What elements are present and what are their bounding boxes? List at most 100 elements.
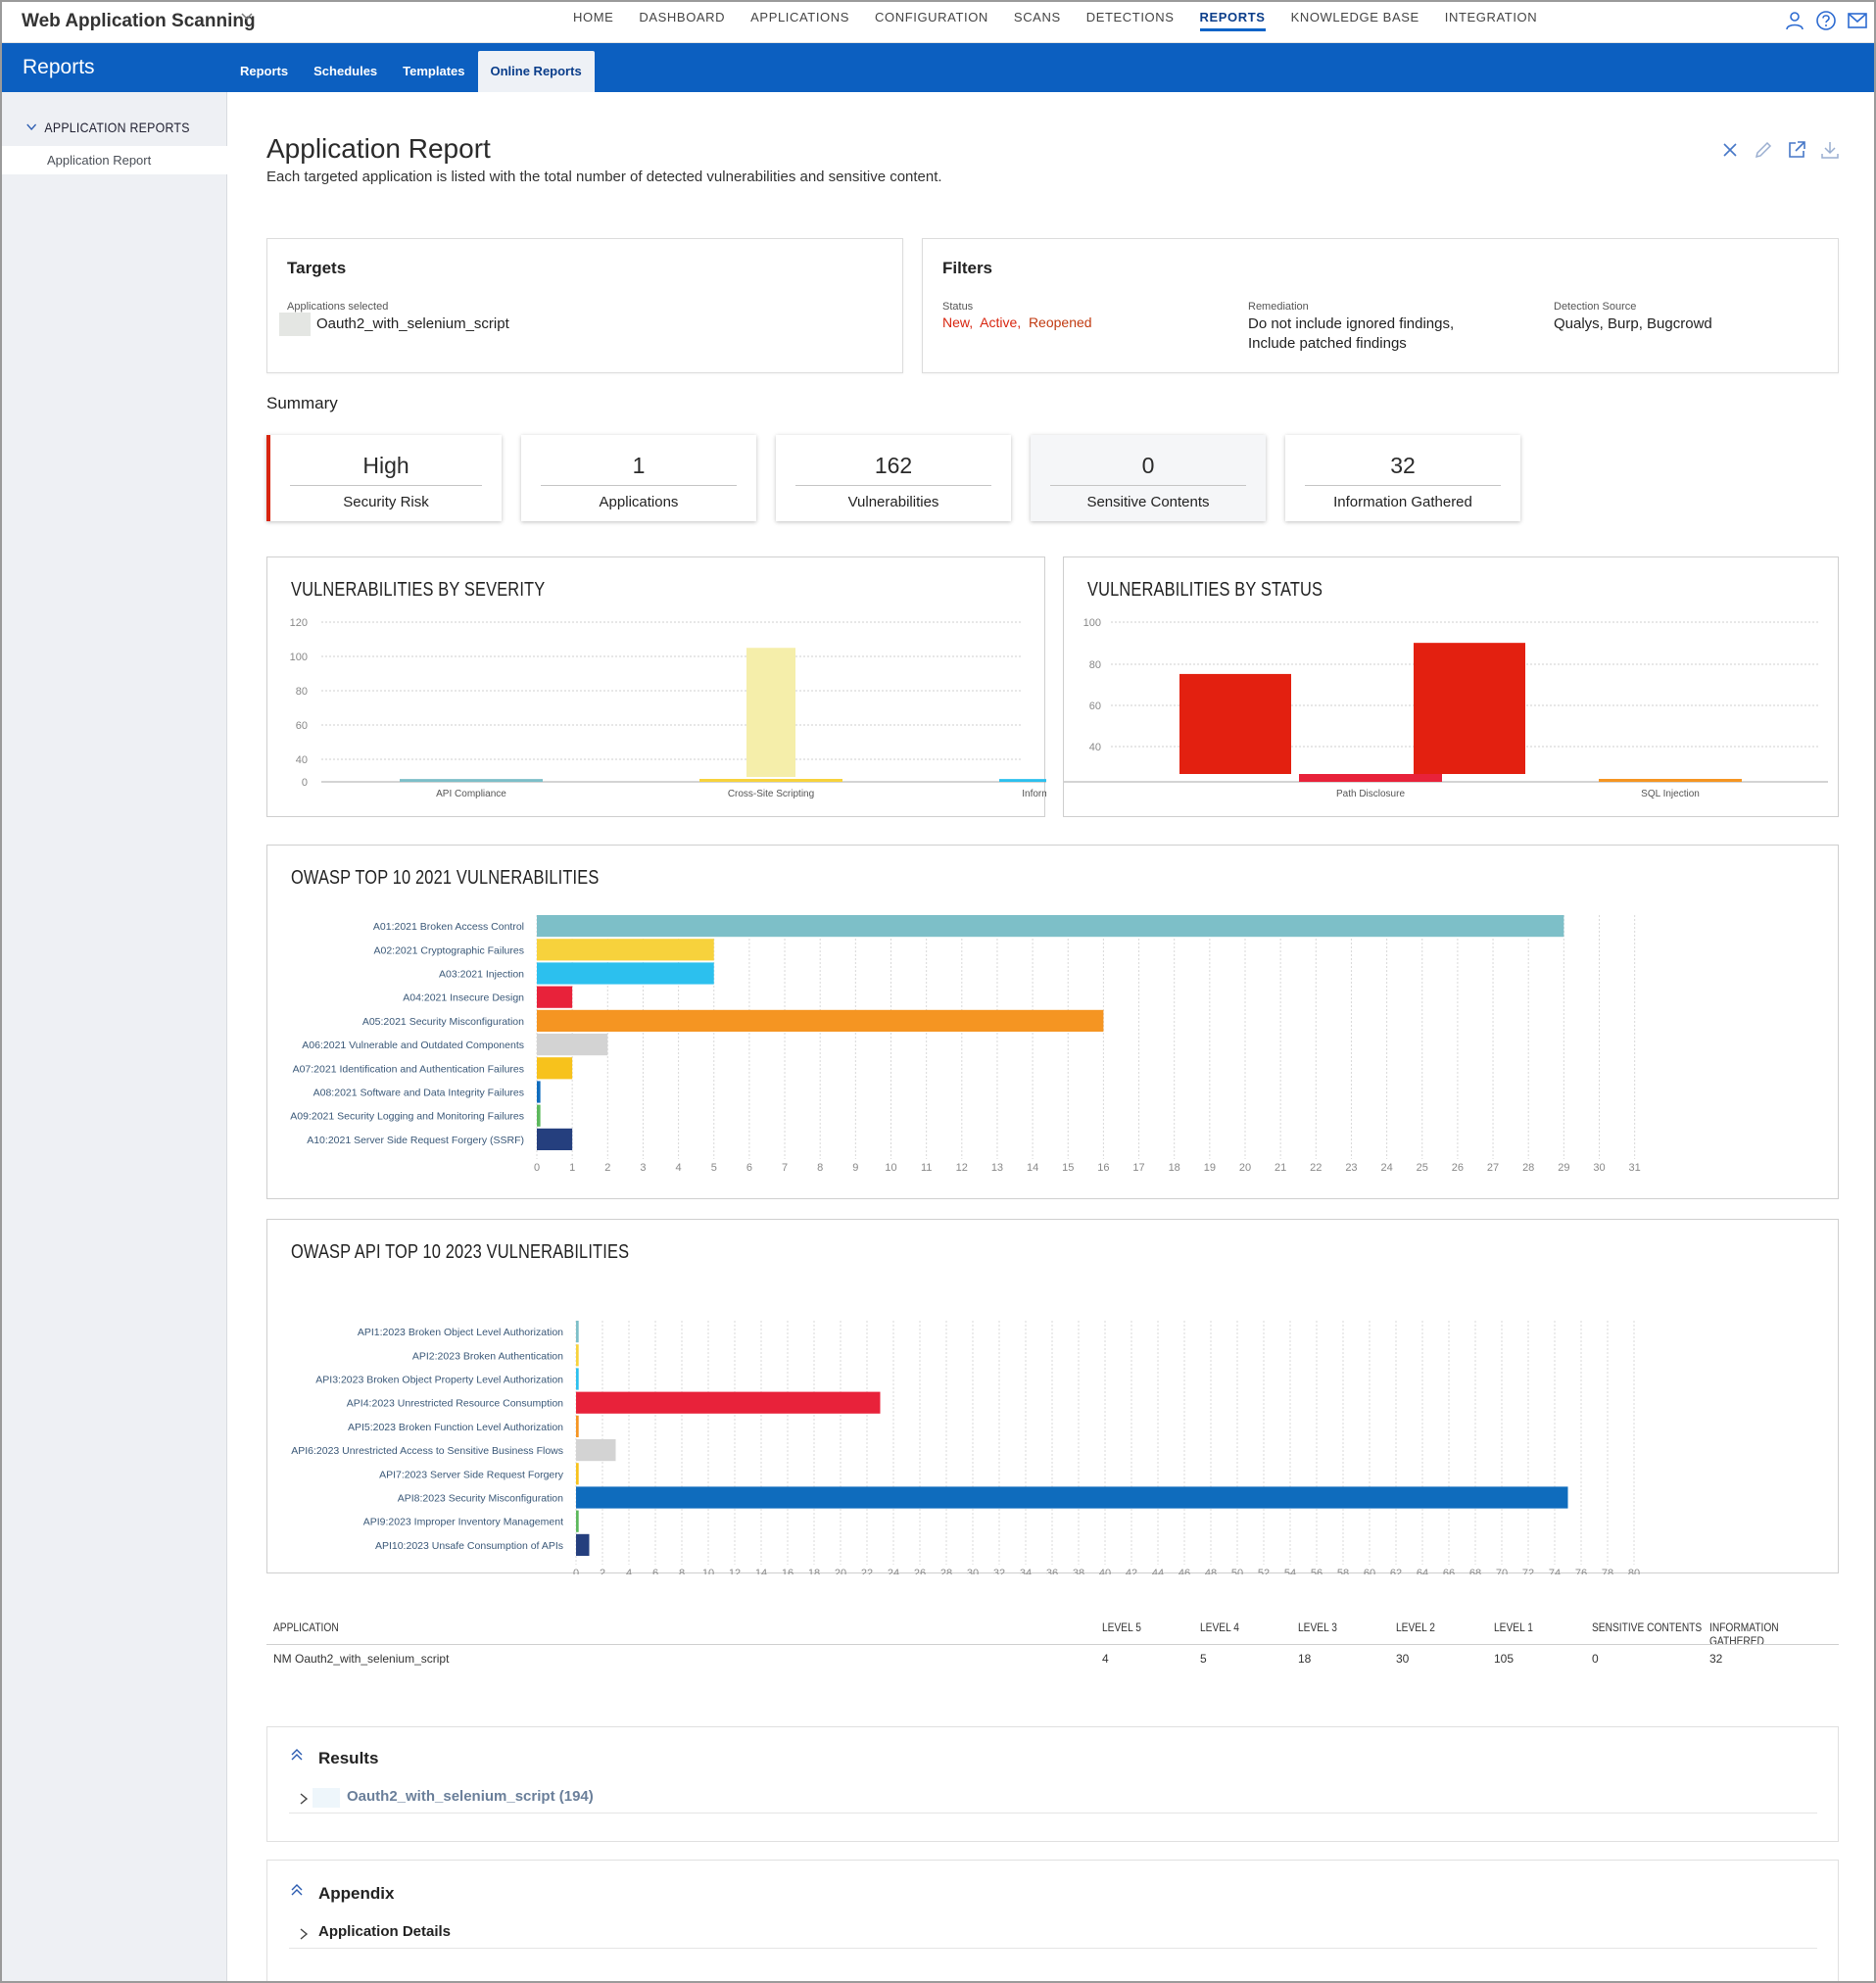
x-tick-label: 31 [1629, 1162, 1641, 1174]
x-tick-label: 26 [914, 1568, 926, 1574]
appendix-title[interactable]: Appendix [318, 1884, 395, 1903]
page-title: Application Report [266, 133, 491, 164]
chevron-right-icon[interactable] [297, 1927, 311, 1941]
x-tick-label: 26 [1452, 1162, 1464, 1174]
x-tick-label: 80 [1628, 1568, 1640, 1574]
y-tick-label: A01:2021 Broken Access Control [373, 921, 524, 933]
sidebar-group-application-reports[interactable]: APPLICATION REPORTS [25, 120, 190, 135]
open-external-icon[interactable] [1786, 139, 1807, 161]
x-tick-label: 11 [921, 1162, 932, 1174]
nav-applications[interactable]: APPLICATIONS [750, 10, 850, 24]
col-level-4: LEVEL 4 [1200, 1620, 1239, 1634]
y-tick-label: API9:2023 Improper Inventory Management [363, 1517, 563, 1528]
section-bar: Reports Reports Schedules Templates Onli… [2, 43, 1874, 92]
severity-chart: 0 40 60 80 100 120 API Compliance Cross-Site Sc… [290, 617, 1046, 799]
nav-detections[interactable]: DETECTIONS [1085, 10, 1175, 24]
result-app-name[interactable]: Oauth2_with_selenium_script (194) [347, 1788, 594, 1805]
tab-online-reports[interactable]: Online Reports [477, 51, 595, 92]
nav-reports[interactable]: REPORTS [1187, 2, 1278, 43]
header-icons [1784, 10, 1868, 31]
bar-api5-2023-broken-function-level-authorization [576, 1415, 579, 1437]
x-tick-label: 2 [600, 1568, 605, 1574]
nav-home[interactable]: HOME [573, 10, 614, 24]
report-actions [1719, 139, 1841, 161]
results-title[interactable]: Results [318, 1749, 379, 1767]
information-gathered-label: Information Gathered [1333, 494, 1472, 510]
cell-level-2: 30 [1396, 1652, 1410, 1666]
x-tick-label: 6 [746, 1162, 752, 1174]
x-tick-label: 34 [1020, 1568, 1032, 1574]
tab-templates[interactable]: Templates [403, 64, 465, 78]
stat-sensitive-contents: 0 Sensitive Contents [1031, 435, 1266, 521]
summary-label: Summary [266, 394, 338, 412]
y-tick-label: API8:2023 Security Misconfiguration [398, 1493, 563, 1505]
chevron-up-icon[interactable] [289, 1882, 305, 1902]
user-icon[interactable] [1784, 10, 1805, 31]
results-row[interactable]: Oauth2_with_selenium_script (194) [289, 1778, 1817, 1814]
status-chart-card: VULNERABILITIES BY STATUS 40 60 80 100 Path … [1063, 556, 1839, 817]
nav-knowledge-base[interactable]: KNOWLEDGE BASE [1290, 10, 1419, 24]
y-tick-label: 80 [1089, 659, 1101, 671]
help-icon[interactable] [1815, 10, 1837, 31]
bar-a08-2021-software-and-data-integrity-failures [537, 1081, 541, 1103]
x-tick-label: 38 [1073, 1568, 1084, 1574]
col-level-2: LEVEL 2 [1396, 1620, 1435, 1634]
nav-configuration[interactable]: CONFIGURATION [875, 10, 988, 24]
x-tick-label: 52 [1258, 1568, 1270, 1574]
nav-scans[interactable]: SCANS [1013, 10, 1061, 24]
severity-chart-title: VULNERABILITIES BY SEVERITY [291, 579, 546, 601]
severity-chart-card: VULNERABILITIES BY SEVERITY 0 40 60 80 100 12… [266, 556, 1046, 817]
x-tick-label: 50 [1231, 1568, 1243, 1574]
bar-api9-2023-improper-inventory-management [576, 1510, 579, 1532]
stat-applications: 1 Applications [521, 435, 756, 521]
main-nav: HOME DASHBOARD APPLICATIONS CONFIGURATIO… [560, 2, 1550, 43]
y-tick-label: 40 [296, 754, 308, 766]
bar-a09-2021-security-logging-and-monitoring-failures [537, 1104, 541, 1127]
x-tick-label: 25 [1417, 1162, 1428, 1174]
x-tick-label: 72 [1522, 1568, 1534, 1574]
col-level-3: LEVEL 3 [1298, 1620, 1337, 1634]
tab-schedules[interactable]: Schedules [313, 64, 378, 78]
x-tick-label: 8 [817, 1162, 823, 1174]
main-content: Application Report Each targeted applica… [227, 92, 1874, 1981]
y-tick-label: A06:2021 Vulnerable and Outdated Compone… [302, 1040, 524, 1051]
download-icon[interactable] [1819, 139, 1841, 161]
x-tick-label: 9 [852, 1162, 858, 1174]
vulnerabilities-value: 162 [795, 453, 991, 486]
tab-reports[interactable]: Reports [240, 64, 289, 78]
appendix-row[interactable]: Application Details [289, 1913, 1817, 1949]
app-title[interactable]: Web Application Scanning [22, 11, 256, 31]
sensitive-contents-label: Sensitive Contents [1086, 494, 1210, 510]
cell-application[interactable]: NM Oauth2_with_selenium_script [273, 1652, 450, 1666]
edit-icon[interactable] [1753, 139, 1774, 161]
x-tick-label: 29 [1558, 1162, 1569, 1174]
chevron-up-icon[interactable] [289, 1747, 305, 1766]
bar-a06-2021-vulnerable-and-outdated-components [537, 1034, 608, 1056]
nav-dashboard[interactable]: DASHBOARD [639, 10, 726, 24]
app-thumbnail [279, 313, 311, 336]
x-tick-label: 30 [967, 1568, 979, 1574]
bar-api-compliance [400, 779, 543, 782]
close-icon[interactable] [1719, 139, 1741, 161]
x-tick-label: 28 [1522, 1162, 1534, 1174]
applications-label: Applications [599, 494, 679, 510]
security-risk-value: High [290, 453, 482, 486]
x-tick-label: 76 [1575, 1568, 1587, 1574]
cell-level-5: 4 [1102, 1652, 1109, 1666]
y-tick-label: A09:2021 Security Logging and Monitoring… [290, 1111, 524, 1123]
sidebar-item-application-report[interactable]: Application Report [2, 146, 227, 174]
x-tick-label: Information Disclosure [1022, 789, 1046, 799]
status-active: Active, [980, 314, 1022, 330]
x-tick-label: 28 [940, 1568, 952, 1574]
appendix-item[interactable]: Application Details [318, 1923, 452, 1940]
x-tick-label: Cross-Site Scripting [728, 789, 814, 799]
nav-integration[interactable]: INTEGRATION [1444, 10, 1538, 24]
page-description: Each targeted application is listed with… [266, 169, 942, 185]
chevron-right-icon[interactable] [297, 1792, 311, 1806]
x-tick-label: 10 [702, 1568, 714, 1574]
mail-icon[interactable] [1847, 10, 1868, 31]
chevron-down-icon[interactable] [239, 8, 255, 28]
information-gathered-value: 32 [1305, 453, 1501, 486]
bar-information-disclosure [999, 779, 1046, 782]
